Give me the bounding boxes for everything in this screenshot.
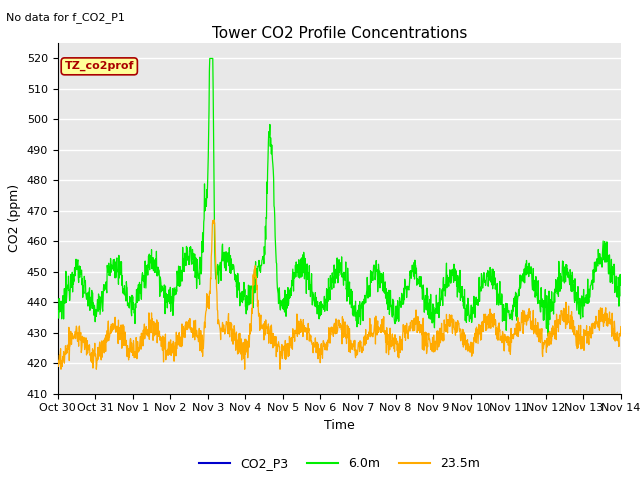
Legend: CO2_P3, 6.0m, 23.5m: CO2_P3, 6.0m, 23.5m xyxy=(193,453,485,475)
X-axis label: Time: Time xyxy=(324,419,355,432)
Text: TZ_co2prof: TZ_co2prof xyxy=(65,61,134,72)
Y-axis label: CO2 (ppm): CO2 (ppm) xyxy=(8,184,21,252)
Title: Tower CO2 Profile Concentrations: Tower CO2 Profile Concentrations xyxy=(211,25,467,41)
Text: No data for f_CO2_P1: No data for f_CO2_P1 xyxy=(6,12,125,23)
